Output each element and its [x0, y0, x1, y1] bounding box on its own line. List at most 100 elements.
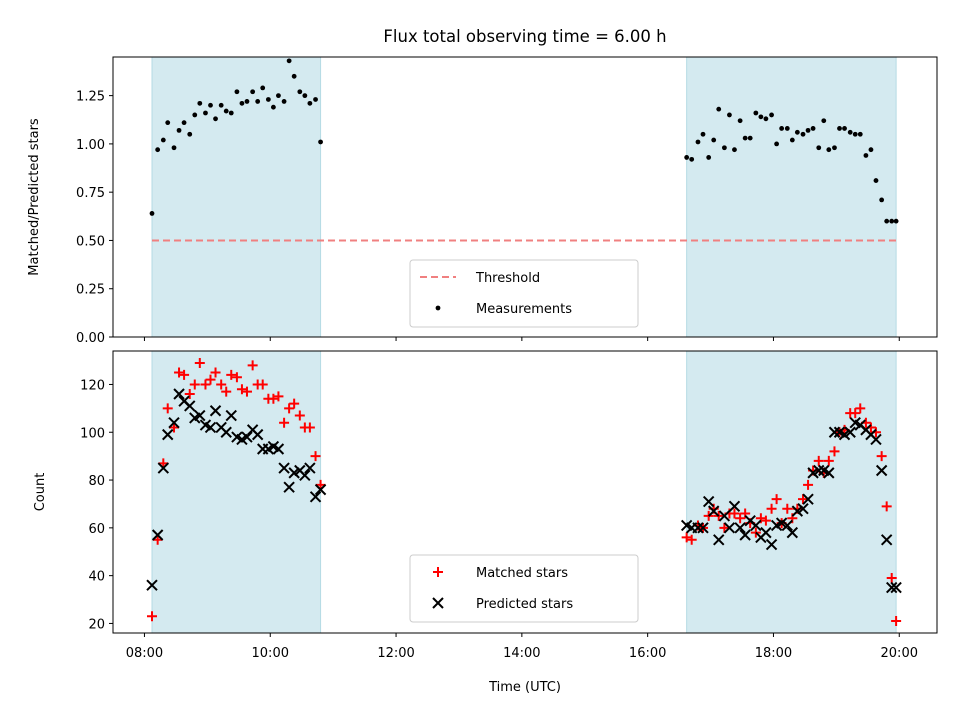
predicted-point	[707, 505, 720, 517]
measurement-point	[181, 120, 187, 126]
x-tick-label: 16:00	[629, 646, 666, 661]
matched-point	[174, 367, 185, 378]
x-tick-label: 18:00	[755, 646, 792, 661]
measurement-point	[889, 218, 895, 224]
measurement-point	[187, 131, 193, 137]
legend-label: Predicted stars	[476, 597, 573, 612]
predicted-point	[797, 503, 809, 515]
legend-box	[409, 259, 639, 328]
measurement-point	[826, 147, 832, 153]
measurement-point	[260, 85, 266, 91]
measurement-point	[737, 118, 743, 124]
predicted-point	[299, 469, 311, 481]
measurement-point	[318, 139, 323, 145]
matched-point	[273, 391, 284, 402]
predicted-point	[304, 462, 316, 474]
measurement-point	[234, 89, 240, 95]
measurement-point	[769, 112, 774, 118]
legend-predicted-swatch	[432, 597, 444, 609]
predicted-point	[272, 443, 285, 455]
y-tick-label: 0.25	[76, 283, 105, 298]
matched-point	[146, 611, 157, 622]
predicted-point	[786, 526, 799, 539]
matched-point	[221, 386, 232, 397]
legend-label: Measurements	[476, 302, 572, 317]
matched-point	[205, 374, 216, 385]
measurement-point	[297, 89, 303, 95]
measurement-point	[286, 58, 292, 64]
predicted-point	[728, 500, 741, 513]
y-axis-label: Count	[33, 473, 48, 512]
measurement-point	[810, 126, 816, 131]
matched-point	[315, 479, 326, 490]
matched-point	[766, 503, 777, 514]
predicted-point	[151, 529, 164, 541]
predicted-point	[739, 529, 751, 541]
y-tick-label: 120	[80, 378, 105, 393]
observing-window	[686, 56, 897, 338]
measurement-point	[852, 131, 858, 137]
measurement-point	[291, 73, 297, 79]
matched-point	[771, 494, 782, 505]
measurement-point	[821, 118, 827, 124]
measurement-point	[149, 211, 155, 216]
matched-point	[686, 534, 697, 545]
predicted-point	[209, 405, 222, 417]
matched-point	[284, 403, 295, 414]
matched-point	[304, 422, 315, 433]
measurement-point	[270, 104, 276, 110]
y-axis-label: Matched/Predicted stars	[27, 118, 42, 276]
measurement-point	[847, 129, 853, 135]
measurement-point	[307, 100, 313, 106]
measurement-point	[857, 131, 863, 137]
predicted-point	[870, 433, 882, 446]
measurement-point	[863, 153, 869, 158]
measurement-point	[192, 112, 198, 118]
matched-point	[210, 367, 221, 378]
matched-point	[881, 501, 892, 512]
legend-box	[409, 554, 639, 623]
predicted-point	[828, 426, 841, 438]
measurement-point	[689, 156, 695, 162]
predicted-point	[802, 493, 814, 505]
y-tick-label: 0.75	[76, 186, 105, 201]
measurement-point	[727, 112, 732, 118]
x-tick-label: 14:00	[503, 646, 540, 661]
matched-point	[231, 372, 242, 383]
matched-point	[719, 522, 730, 533]
matched-point	[681, 532, 692, 543]
series-matched-stars	[146, 357, 902, 627]
predicted-point	[241, 431, 253, 443]
matched-point	[162, 403, 173, 414]
measurement-point	[302, 93, 308, 99]
predicted-point	[781, 519, 794, 532]
measurement-point	[218, 102, 224, 108]
matched-point	[194, 357, 205, 368]
matched-point	[760, 515, 771, 526]
matched-point	[236, 384, 247, 395]
measurement-point	[239, 100, 245, 106]
observing-window	[151, 56, 322, 338]
measurement-point	[165, 120, 171, 126]
predicted-point	[251, 428, 264, 441]
y-tick-label: 0.50	[76, 234, 105, 249]
predicted-point	[713, 534, 725, 546]
y-tick-label: 1.25	[76, 90, 105, 105]
measurement-point	[155, 147, 161, 153]
predicted-point	[875, 464, 888, 477]
predicted-point	[157, 462, 170, 474]
series-predicted-stars	[146, 388, 902, 594]
predicted-point	[750, 519, 762, 532]
measurement-point	[758, 114, 764, 120]
predicted-point	[194, 409, 206, 422]
measurement-point	[879, 197, 885, 203]
measurement-point	[753, 110, 759, 116]
axes-frame	[112, 350, 938, 634]
matched-point	[886, 573, 897, 584]
measurement-point	[171, 145, 177, 151]
x-tick-label: 10:00	[252, 646, 289, 661]
predicted-point	[168, 416, 180, 429]
matched-point	[179, 369, 190, 380]
measurement-point	[176, 127, 182, 133]
